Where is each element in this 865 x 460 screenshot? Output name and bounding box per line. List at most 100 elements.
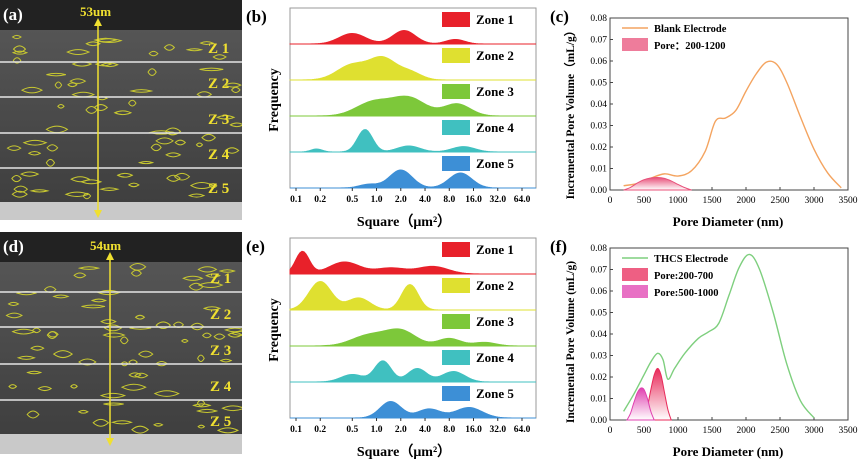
pore-outline [26, 410, 40, 419]
legend-swatch [622, 38, 648, 51]
x-tick-label: 64.0 [514, 425, 531, 435]
pore-outline [131, 425, 150, 434]
legend-swatch [442, 242, 470, 257]
x-tick-label: 2.0 [395, 195, 407, 205]
y-tick-label: 0.01 [590, 165, 607, 175]
legend-label: Zone 1 [476, 12, 514, 27]
legend-label: Zone 5 [476, 156, 514, 171]
pore-outline [137, 350, 154, 358]
legend-swatch [442, 350, 470, 365]
legend-label: Zone 2 [476, 278, 514, 293]
pore-outline [54, 81, 63, 89]
pore-outline [46, 331, 58, 339]
ylabel-b: Frequency [267, 68, 282, 132]
pore-outline [31, 327, 42, 334]
y-tick-label: 0.03 [590, 122, 607, 132]
chart-c: (c) Incremental Pore Volume（mL/g） Pore D… [548, 0, 865, 230]
pore-outline [199, 41, 215, 45]
pore-outline [164, 127, 182, 136]
legend-label: Zone 4 [476, 350, 514, 365]
x-tick-label: 2.0 [395, 425, 407, 435]
sem-image-a: (a) 53um Z 1 Z 2 Z 3 Z 4 Z 5 [0, 0, 242, 220]
pore-outline [134, 314, 146, 320]
pore-outline [11, 34, 22, 40]
zone-area [289, 56, 536, 81]
legend-swatch [442, 84, 470, 99]
legend-label: Zone 3 [476, 314, 514, 329]
chart-f: (f) Incremental Pore Volume (mL/g) Pore … [548, 230, 865, 460]
pore-outline [11, 190, 28, 198]
arrow-head-bottom-d [106, 438, 114, 446]
legend-swatch [442, 12, 470, 27]
pore-outline [197, 424, 206, 429]
x-tick-label: 3500 [839, 426, 858, 436]
zone-area [289, 250, 536, 275]
pore-outline [195, 142, 204, 148]
pore-outline [199, 67, 224, 72]
y-tick-label: 0.06 [590, 287, 607, 297]
pore-outline [46, 72, 66, 77]
pore-outline [57, 104, 65, 109]
y-tick-label: 0.08 [590, 14, 607, 24]
pore-outline [208, 183, 218, 189]
x-tick-label: 2000 [737, 196, 756, 206]
ylabel-e: Frequency [267, 298, 282, 362]
pore-outline [45, 158, 56, 167]
zone-area [290, 401, 536, 419]
pore-range-area [623, 177, 692, 191]
zone-label-d-3: Z 3 [210, 343, 231, 359]
zone-area [289, 29, 536, 45]
pore-outline [180, 338, 189, 343]
arrow-head-top-a [94, 18, 102, 26]
pore-outline [147, 68, 157, 76]
pore-outline [85, 105, 98, 114]
sem-a-zone-lines [0, 61, 242, 169]
panel-label-f: (f) [550, 237, 567, 256]
pore-outline [99, 392, 127, 399]
pore-outline [213, 333, 226, 340]
y-tick-label: 0.04 [590, 330, 607, 340]
legend-label: Zone 4 [476, 120, 514, 135]
x-tick-label: 64.0 [514, 195, 531, 205]
pore-outline [224, 82, 242, 88]
pore-outline [218, 269, 236, 273]
legend-swatch [442, 120, 470, 135]
pore-outline [92, 418, 110, 427]
x-tick-label: 1.0 [371, 195, 383, 205]
legend-label: Zone 2 [476, 48, 514, 63]
pore-outline [110, 420, 133, 425]
sem-d-top [0, 232, 242, 262]
x-tick-label: 32.0 [489, 195, 506, 205]
pore-outline [197, 266, 218, 273]
pore-outline [187, 193, 206, 198]
x-tick-label: 4.0 [419, 195, 431, 205]
x-tick-label: 2000 [737, 426, 756, 436]
pore-outline [90, 298, 107, 303]
pore-outline [70, 176, 91, 183]
y-tick-label: 0.01 [590, 395, 607, 405]
pore-outline [163, 44, 176, 51]
legend-swatch [442, 156, 470, 171]
legend-swatch [442, 48, 470, 63]
legend-label: THCS Electrode [654, 254, 729, 265]
pore-outline [37, 386, 53, 392]
y-tick-label: 0.05 [590, 79, 607, 89]
y-tick-label: 0.00 [590, 416, 607, 426]
pore-outline [100, 319, 117, 325]
pore-outline [197, 354, 205, 362]
legend-label: Pore:200-700 [654, 271, 713, 282]
x-tick-label: 4.0 [419, 425, 431, 435]
y-tick-label: 0.04 [590, 100, 607, 110]
zone-label-d-5: Z 5 [210, 414, 231, 430]
pore-outline [134, 372, 149, 379]
pore-outline [5, 312, 23, 319]
xlabel-f: Pore Diameter (nm) [673, 444, 784, 459]
legend-label: Blank Electrode [654, 24, 727, 35]
pore-outline [11, 328, 36, 335]
pore-outline [77, 266, 101, 270]
x-tick-label: 0.2 [314, 425, 326, 435]
pore-outline [148, 50, 159, 57]
y-tick-label: 0.02 [590, 373, 607, 383]
x-tick-label: 8.0 [443, 195, 455, 205]
